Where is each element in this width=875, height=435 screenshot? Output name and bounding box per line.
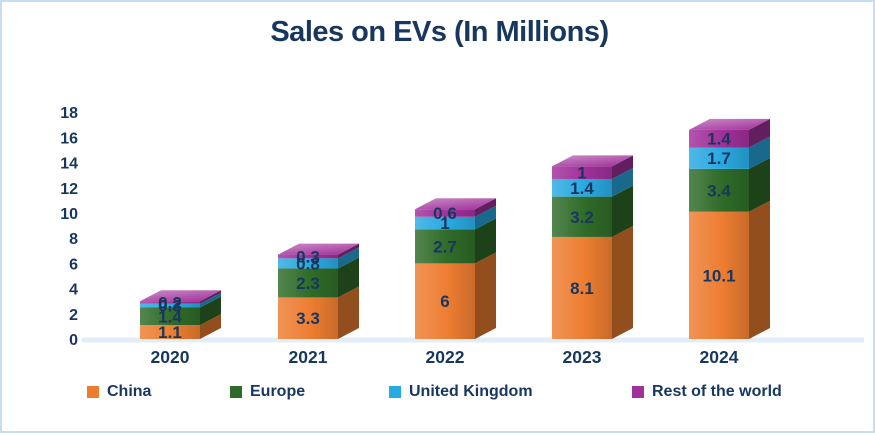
- legend-item-europe: Europe: [230, 383, 305, 401]
- y-tick-label-18: 18: [60, 105, 78, 122]
- legend-label-rest-of-the-world: Rest of the world: [652, 383, 782, 400]
- legend-label-china: China: [107, 383, 152, 400]
- bar-segment-united-kingdom-2020: [140, 303, 200, 308]
- data-label-united-kingdom-2023: 1.4: [570, 179, 594, 198]
- bar-segment-top-rest-of-the-world-2024: [689, 118, 770, 130]
- data-label-china-2023: 8.1: [570, 279, 594, 298]
- y-tick-label-4: 4: [69, 282, 78, 299]
- y-tick-label-16: 16: [60, 130, 78, 147]
- bar-segment-top-rest-of-the-world-2021: [278, 243, 359, 255]
- data-label-united-kingdom-2024: 1.7: [707, 149, 731, 168]
- bar-segment-united-kingdom-2021: [278, 258, 338, 269]
- legend-item-rest-of-the-world: Rest of the world: [632, 383, 782, 401]
- data-label-europe-2021: 2.3: [296, 274, 320, 293]
- data-label-united-kingdom-2022: 1: [440, 214, 449, 233]
- y-tick-label-8: 8: [69, 231, 78, 248]
- bar-segment-side-united-kingdom-2023: [612, 167, 633, 197]
- bar-segment-china-2022: [415, 263, 475, 339]
- data-label-china-2022: 6: [440, 292, 449, 311]
- legend-item-united-kingdom: United Kingdom: [389, 383, 533, 401]
- data-label-europe-2020: 1.4: [158, 307, 182, 326]
- bar-segment-side-rest-of-the-world-2021: [338, 243, 359, 259]
- plot-floor: [82, 337, 864, 343]
- chart-title: Sales on EVs (In Millions): [270, 16, 609, 48]
- y-tick-label-0: 0: [69, 332, 78, 349]
- bar-segment-top-rest-of-the-world-2023: [552, 155, 633, 167]
- bar-segment-europe-2024: [689, 168, 749, 212]
- bar-segment-side-united-kingdom-2020: [200, 292, 221, 308]
- bar-segment-side-rest-of-the-world-2023: [612, 155, 633, 179]
- data-label-united-kingdom-2021: 0.8: [296, 254, 320, 273]
- data-label-china-2021: 3.3: [296, 309, 320, 328]
- bar-segment-side-united-kingdom-2024: [749, 136, 770, 169]
- bar-segment-side-europe-2024: [749, 157, 770, 212]
- y-tick-label-12: 12: [60, 181, 78, 198]
- bar-segment-china-2024: [689, 211, 749, 339]
- y-tick-label-2: 2: [69, 307, 78, 324]
- x-axis-label-2022: 2022: [426, 347, 465, 367]
- data-label-europe-2023: 3.2: [570, 208, 594, 227]
- legend-label-europe: Europe: [250, 383, 306, 400]
- data-label-china-2024: 10.1: [702, 266, 735, 285]
- y-tick-label-10: 10: [60, 206, 78, 223]
- legend-swatch-china: [87, 386, 99, 398]
- data-label-rest-of-the-world-2024: 1.4: [707, 130, 731, 149]
- bar-segment-china-2020: [140, 325, 200, 339]
- bar-segment-europe-2021: [278, 268, 338, 298]
- bar-segment-side-europe-2020: [200, 296, 221, 326]
- bar-segment-side-china-2024: [749, 200, 770, 339]
- bar-segment-side-china-2023: [612, 225, 633, 339]
- legend-swatch-united-kingdom: [389, 386, 401, 398]
- bar-segment-side-rest-of-the-world-2020: [200, 290, 221, 304]
- bar-segment-side-china-2021: [338, 286, 359, 339]
- bar-segment-china-2021: [278, 297, 338, 339]
- data-label-rest-of-the-world-2021: 0.3: [296, 247, 320, 266]
- data-label-rest-of-the-world-2020: 0.2: [158, 293, 182, 312]
- bar-segment-rest-of-the-world-2024: [689, 129, 749, 148]
- data-label-china-2020: 1.1: [158, 323, 182, 342]
- bar-segment-side-rest-of-the-world-2024: [749, 118, 770, 148]
- legend-label-united-kingdom: United Kingdom: [409, 383, 533, 400]
- bar-segment-side-china-2022: [475, 252, 496, 339]
- data-label-europe-2024: 3.4: [707, 181, 731, 200]
- x-axis-label-2023: 2023: [563, 347, 602, 367]
- bar-segment-europe-2023: [552, 196, 612, 237]
- bar-segment-united-kingdom-2023: [552, 178, 612, 197]
- legend-swatch-europe: [230, 386, 242, 398]
- bar-segment-top-rest-of-the-world-2020: [140, 290, 221, 302]
- legend-swatch-rest-of-the-world: [632, 386, 644, 398]
- data-label-rest-of-the-world-2022: 0.6: [433, 204, 457, 223]
- x-axis-label-2020: 2020: [151, 347, 190, 367]
- legend-item-china: China: [87, 383, 151, 401]
- bar-segment-rest-of-the-world-2021: [278, 254, 338, 259]
- bar-segment-side-europe-2023: [612, 185, 633, 237]
- bar-segment-side-europe-2022: [475, 218, 496, 264]
- bar-segment-side-united-kingdom-2021: [338, 247, 359, 269]
- bar-segment-rest-of-the-world-2023: [552, 166, 612, 179]
- bar-segment-side-europe-2021: [338, 257, 359, 298]
- bar-segment-united-kingdom-2024: [689, 147, 749, 169]
- bar-segment-side-china-2020: [200, 314, 221, 339]
- data-label-europe-2022: 2.7: [433, 237, 457, 256]
- chart-legend: China Europe United Kingdom Rest of the wor…: [2, 383, 875, 407]
- bar-segment-side-united-kingdom-2022: [475, 205, 496, 230]
- data-label-united-kingdom-2020: 0.3: [158, 297, 182, 316]
- y-tick-label-14: 14: [60, 156, 78, 173]
- x-axis-label-2024: 2024: [700, 347, 739, 367]
- x-axis-label-2021: 2021: [289, 347, 328, 367]
- bar-segment-top-rest-of-the-world-2022: [415, 198, 496, 210]
- y-tick-label-6: 6: [69, 256, 78, 273]
- bar-segment-united-kingdom-2022: [415, 216, 475, 230]
- data-label-rest-of-the-world-2023: 1: [577, 164, 586, 183]
- bar-segment-rest-of-the-world-2020: [140, 301, 200, 304]
- bar-segment-europe-2022: [415, 229, 475, 264]
- bar-segment-rest-of-the-world-2022: [415, 209, 475, 217]
- bar-segment-side-rest-of-the-world-2022: [475, 198, 496, 217]
- bar-segment-europe-2020: [140, 307, 200, 326]
- bar-segment-china-2023: [552, 236, 612, 339]
